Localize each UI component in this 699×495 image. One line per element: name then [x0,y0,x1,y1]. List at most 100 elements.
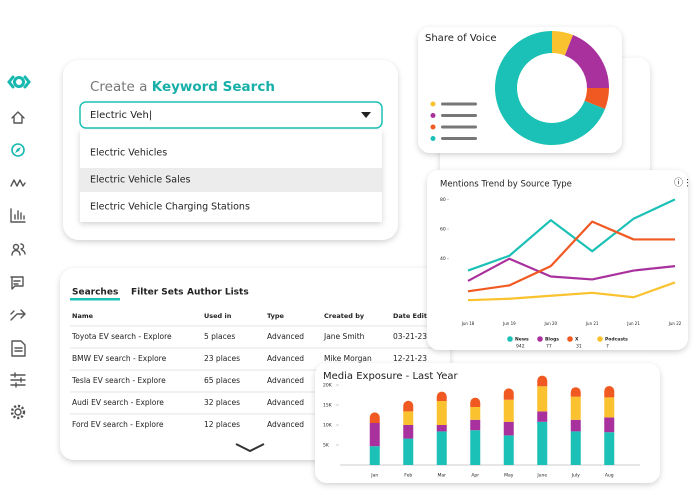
bar-segment [503,399,514,422]
cell: Advanced [267,420,304,429]
gear-icon[interactable] [10,404,26,420]
bar-segment [570,396,581,420]
cell: 32 places [204,398,240,407]
legend-dot [430,113,436,118]
cell: Jane Smith [323,332,365,341]
bar-segment [537,386,548,412]
cell: Tesla EV search - Explore [71,376,166,385]
donut-slice [584,88,609,109]
expand-chevron[interactable] [235,443,265,453]
bar-segment [436,391,447,401]
input-text: Electric Veh| [90,110,152,121]
bar-segment [436,401,447,425]
column-header: Type [267,312,285,320]
cell: Advanced [267,354,304,363]
y-tick-label: 10K [323,423,333,429]
tab[interactable]: Searches [72,288,118,298]
bar-segment [503,421,514,436]
cell: 65 places [204,376,240,385]
bar-segment [537,375,548,387]
bar-segment [604,417,615,433]
cell: Advanced [267,332,304,341]
bar-segment [403,400,414,412]
cell: 03-21-23 [393,332,427,341]
keyword: Keyword Search [152,79,275,95]
dropdown-option[interactable]: Electric Vehicles [90,148,167,159]
explore-icon[interactable] [11,143,25,157]
column-header: Created by [324,312,365,320]
legend-count: 31 [576,344,582,350]
x-tick-label: Jun 19 [502,321,516,326]
bar-segment [503,388,514,400]
cell: 5 places [204,332,235,341]
legend-count: 77 [546,344,552,350]
home-icon[interactable] [11,111,25,124]
tab[interactable]: Author Lists [187,288,249,298]
x-tick-label: Jun 21 [585,321,599,326]
legend-dot [430,136,436,141]
bar-segment [604,397,615,418]
bar-segment [470,407,481,420]
bar-segment [604,386,615,398]
bar-segment [369,423,380,447]
bar-segment [403,438,414,465]
line-series [467,257,676,282]
donut-slice [564,35,609,88]
chart-title: Mentions Trend by Source Type [440,180,572,190]
cell: 12-21-23 [393,354,427,363]
legend-dot [430,101,436,107]
search-input[interactable] [79,101,383,129]
bar-segment [403,425,414,439]
x-tick-label: Jun 22 [668,321,682,326]
cell: 12 places [204,420,240,429]
search-heading: Create a Keyword Search [90,79,275,95]
people-icon[interactable] [11,243,26,256]
donut-slice [552,31,573,56]
line-series [467,198,676,272]
x-tick-label: Aug [605,473,614,479]
dropdown-arrow[interactable] [361,112,371,118]
x-tick-label: Jan [370,473,378,479]
x-tick-label: Apr [471,473,479,479]
column-header: Date Edited [393,312,436,320]
legend-dot [430,124,436,130]
legend-dot [507,336,513,342]
bar-segment [537,421,548,465]
info-icon[interactable]: ⓘ⋮ [674,178,692,189]
prefix: Create a [90,79,147,95]
x-tick-label: July [571,473,580,479]
y-tick-label: 60 [440,227,446,233]
legend-name: Blogs [545,337,559,343]
y-tick-label: 15K [323,403,333,409]
x-tick-label: Mar [438,473,447,479]
legend-placeholder [441,125,477,129]
legend-count: 7 [606,344,609,350]
legend-placeholder [441,102,477,106]
cell: Audi EV search - Explore [72,398,164,407]
line-series [467,281,676,302]
sidebar [7,75,31,420]
cell: 23 places [204,354,240,363]
y-tick-label: 80 [440,197,446,203]
messages-icon[interactable] [10,276,24,290]
share-icon[interactable] [10,309,26,321]
trend-icon[interactable] [10,179,26,187]
legend-dot [537,336,543,342]
settings-sliders-icon[interactable] [10,372,26,388]
bar-segment [470,419,481,431]
report-icon[interactable] [11,340,26,357]
dropdown-option[interactable]: Electric Vehicle Charging Stations [90,202,250,213]
legend-dot [567,336,573,342]
cell: Mike Morgan [324,354,372,363]
line-series [467,220,675,293]
chart-icon[interactable] [10,208,26,223]
dropdown-option[interactable]: Electric Vehicle Sales [90,175,191,186]
cell: BMW EV search - Explore [72,354,167,363]
bar-segment [369,412,380,423]
column-header: Name [72,312,94,320]
column-header: Used in [204,312,232,320]
tab-underline [70,298,120,301]
tab[interactable]: Filter Sets [131,288,184,298]
bar-segment [570,431,581,465]
